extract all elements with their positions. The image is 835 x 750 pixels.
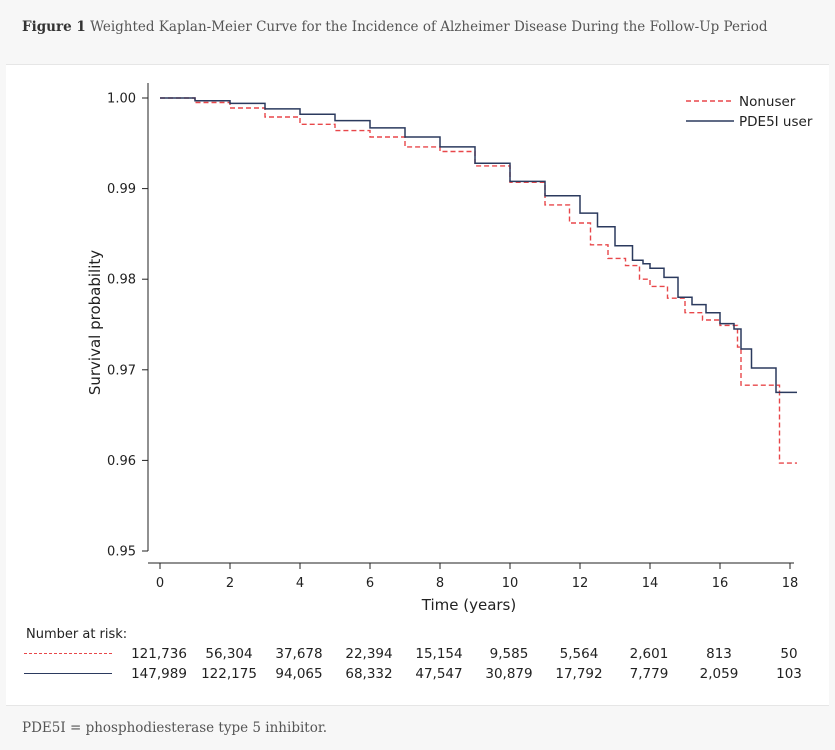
x-tick-label: 16 [712, 576, 729, 591]
risk-row-nonuser-line-sample [24, 653, 112, 654]
series-line-nonuser [160, 97, 797, 464]
risk-value: 121,736 [131, 646, 187, 662]
risk-value: 37,678 [275, 646, 323, 662]
km-chart: 0.95 0.96 0.97 0.98 0.99 1.00 0 2 4 6 8 10 12 14 16 18 T… [86, 83, 813, 614]
risk-row-pde5i-user: 147,989 122,175 94,065 68,332 47,547 30,879 17… [6, 666, 829, 682]
risk-value: 47,547 [415, 666, 463, 682]
figure-title: Figure 1 Weighted Kaplan-Meier Curve for… [22, 19, 768, 35]
figure-label: Figure 1 [22, 19, 86, 35]
x-tick-label: 10 [502, 576, 519, 591]
risk-row-pde5i-user-line-sample [24, 673, 112, 674]
y-tick-label: 0.96 [107, 454, 136, 469]
series-line-pde5i-user [160, 97, 797, 394]
legend-label-pde5i-user: PDE5I user [739, 114, 813, 130]
risk-value: 22,394 [345, 646, 393, 662]
y-axis-title: Survival probability [86, 250, 104, 395]
risk-value: 103 [776, 666, 802, 682]
risk-table-title: Number at risk: [26, 627, 128, 642]
y-tick-label: 0.95 [107, 545, 136, 560]
x-tick-label: 2 [226, 576, 234, 591]
x-tick-label: 8 [436, 576, 444, 591]
x-tick-label: 6 [366, 576, 374, 591]
x-axis-title: Time (years) [421, 596, 516, 614]
risk-value: 50 [780, 646, 798, 662]
risk-value: 7,779 [629, 666, 669, 682]
legend-label-nonuser: Nonuser [739, 94, 796, 110]
risk-value: 9,585 [489, 646, 529, 662]
risk-row-nonuser: 121,736 56,304 37,678 22,394 15,154 9,585 5,56… [6, 646, 829, 662]
risk-value: 147,989 [131, 666, 187, 682]
x-tick-label: 12 [572, 576, 589, 591]
y-tick-label: 0.97 [107, 363, 136, 378]
x-tick-label: 4 [296, 576, 304, 591]
y-tick-label: 0.99 [107, 182, 136, 197]
risk-value: 2,059 [699, 666, 739, 682]
risk-value: 122,175 [201, 666, 257, 682]
y-tick-label: 0.98 [107, 273, 136, 288]
risk-value: 30,879 [485, 666, 533, 682]
x-tick-label: 0 [156, 576, 164, 591]
x-tick-label: 18 [782, 576, 799, 591]
risk-value: 5,564 [559, 646, 599, 662]
risk-value: 94,065 [275, 666, 323, 682]
footnote: PDE5I = phosphodiesterase type 5 inhibit… [22, 720, 328, 736]
risk-value: 813 [706, 646, 732, 662]
y-tick-label: 1.00 [107, 92, 136, 107]
x-tick-label: 14 [642, 576, 659, 591]
figure-caption: Weighted Kaplan-Meier Curve for the Inci… [90, 19, 768, 35]
risk-value: 15,154 [415, 646, 463, 662]
risk-value: 56,304 [205, 646, 253, 662]
risk-value: 2,601 [629, 646, 669, 662]
figure-panel: 0.95 0.96 0.97 0.98 0.99 1.00 0 2 4 6 8 10 12 14 16 18 T… [6, 64, 829, 706]
risk-value: 17,792 [555, 666, 603, 682]
risk-value: 68,332 [345, 666, 393, 682]
